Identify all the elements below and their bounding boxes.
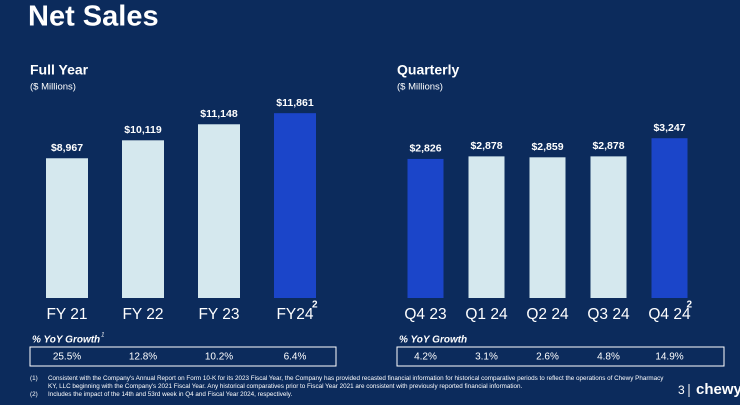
footnote-text: Includes the impact of the 14th and 53rd… — [48, 391, 293, 398]
footnote-marker: (1) — [30, 375, 38, 382]
bar — [468, 156, 505, 298]
chart-subtitle: ($ Millions) — [30, 82, 76, 93]
growth-title-note: 1 — [101, 333, 104, 339]
value-label: $10,119 — [124, 124, 162, 136]
bar — [198, 124, 240, 298]
chart-subtitle: ($ Millions) — [397, 82, 443, 93]
value-label: $2,859 — [531, 141, 563, 153]
growth-value: 4.2% — [414, 352, 437, 363]
category-note: 2 — [312, 300, 318, 311]
footnote: (1) Consistent with the Company's Annual … — [30, 375, 670, 391]
footnotes: (1) Consistent with the Company's Annual … — [30, 375, 670, 399]
value-label: $2,826 — [409, 143, 441, 155]
category-label: Q1 24 — [465, 306, 508, 323]
bar — [651, 138, 688, 298]
logo: chewy — [696, 381, 740, 398]
category-label: Q4 23 — [404, 306, 446, 323]
bar — [46, 158, 88, 298]
growth-value: 14.9% — [655, 352, 683, 363]
growth-value: 2.6% — [536, 352, 559, 363]
category-label: Q2 24 — [526, 306, 569, 323]
value-label: $11,861 — [276, 97, 314, 109]
category-label: Q3 24 — [587, 306, 630, 323]
growth-value: 4.8% — [597, 352, 620, 363]
category-label: Q4 24 — [648, 306, 691, 323]
value-label: $11,148 — [200, 108, 238, 120]
category-label: FY 21 — [46, 306, 87, 323]
value-label: $3,247 — [653, 122, 685, 134]
page-title: Net Sales — [28, 1, 159, 33]
category-label: FY 23 — [198, 306, 239, 323]
bar — [274, 113, 316, 299]
footnote-marker: (2) — [30, 391, 38, 398]
category-label: FY 22 — [122, 306, 163, 323]
chart-title: Quarterly — [397, 62, 459, 78]
bar — [407, 158, 444, 298]
value-label: $8,967 — [51, 142, 83, 154]
bar — [590, 156, 627, 298]
growth-title: % YoY Growth — [32, 335, 100, 346]
bar — [529, 157, 566, 298]
growth-value: 6.4% — [284, 352, 307, 363]
category-label: FY24 — [276, 306, 313, 323]
category-note: 2 — [687, 300, 693, 311]
footnote-text: Consistent with the Company's Annual Rep… — [48, 375, 664, 390]
growth-title: % YoY Growth — [399, 335, 467, 346]
footnote: (2) Includes the impact of the 14th and 5… — [30, 391, 670, 399]
value-label: $2,878 — [470, 140, 502, 152]
growth-box — [396, 346, 725, 367]
value-label: $2,878 — [592, 140, 624, 152]
page-number: 3 — [678, 383, 685, 397]
growth-value: 25.5% — [53, 352, 81, 363]
bar — [122, 140, 164, 298]
growth-value: 12.8% — [129, 352, 157, 363]
growth-box — [29, 346, 337, 367]
chart-title: Full Year — [30, 62, 89, 78]
growth-value: 10.2% — [205, 352, 233, 363]
growth-value: 3.1% — [475, 352, 498, 363]
